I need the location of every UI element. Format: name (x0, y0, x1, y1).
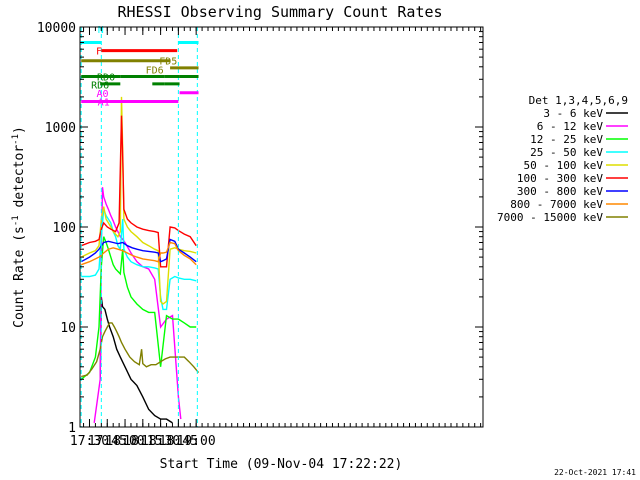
x-tick-label-18-00: 18:00 (105, 434, 144, 449)
legend-label-12-25-kev: 12 - 25 keV (530, 133, 603, 146)
x-tick-label-19-00: 19:00 (177, 434, 216, 449)
y-label-superscript-2: -1 (11, 134, 21, 145)
series-line-3-6-kev (99, 296, 173, 424)
y-tick-label-1000: 1000 (45, 121, 76, 136)
y-axis-label: Count Rate (s-1 detector-1) (11, 126, 27, 328)
plot-frame (79, 26, 484, 428)
x-tick-label-18-45: 18:45 (159, 434, 198, 449)
status-label-n: N (98, 25, 104, 36)
status-label-a0: A0 (96, 89, 108, 100)
series-line-100-300-kev (80, 115, 197, 268)
legend-title: Det 1,3,4,5,6,9 (529, 94, 628, 107)
series-line-7000-15000-kev (81, 322, 200, 378)
x-tick-label-17-30: 17:30 (70, 434, 109, 449)
legend-label-7000-15000-kev: 7000 - 15000 keV (497, 211, 603, 224)
footer-date: 22-Oct-2021 17:41 (554, 468, 636, 477)
status-label-fd6: FD6 (146, 66, 164, 77)
legend-label-300-800-kev: 300 - 800 keV (517, 185, 603, 198)
legend-label-100-300-kev: 100 - 300 keV (517, 172, 603, 185)
x-tick-label-17-45: 17:45 (88, 434, 127, 449)
x-tick-label-18-15: 18:15 (123, 434, 162, 449)
status-label-rd6: RD6 (91, 81, 109, 92)
series-line-300-800-kev (80, 238, 197, 263)
legend-label-3-6-kev: 3 - 6 keV (543, 107, 603, 120)
series-line-25-50-kev (81, 209, 197, 311)
y-tick-label-10000: 10000 (37, 21, 76, 36)
status-label-f: F (96, 47, 102, 58)
series-line-6-12-kev (93, 187, 182, 423)
y-label-part-2: detector (12, 145, 27, 216)
y-label-part-3: ) (12, 126, 27, 134)
x-tick-label-18-30: 18:30 (141, 434, 180, 449)
legend-label-25-50-kev: 25 - 50 keV (530, 146, 603, 159)
legend-label-800-7000-kev: 800 - 7000 keV (510, 198, 603, 211)
series-line-50-100-kev (80, 96, 197, 305)
y-tick-label-10: 10 (60, 321, 76, 336)
y-label-superscript-1: -1 (11, 215, 21, 226)
series-line-800-7000-kev (80, 241, 197, 266)
legend-label-6-12-kev: 6 - 12 keV (537, 120, 604, 133)
x-axis-label: Start Time (09-Nov-04 17:22:22) (160, 457, 403, 472)
series-line-12-25-kev (80, 236, 197, 380)
y-axis-ticks: 1 10 100 1000 10000 (37, 21, 483, 436)
chart-title: RHESSI Observing Summary Count Rates (117, 3, 442, 21)
legend-label-50-100-kev: 50 - 100 keV (524, 159, 604, 172)
status-label-fd5: FD5 (159, 57, 177, 68)
status-label-rd0: RD0 (97, 72, 115, 83)
y-label-part-1: Count Rate (s (12, 226, 27, 328)
y-tick-label-1: 1 (68, 421, 76, 436)
status-label-a1: A1 (98, 97, 110, 108)
y-tick-label-100: 100 (53, 221, 76, 236)
